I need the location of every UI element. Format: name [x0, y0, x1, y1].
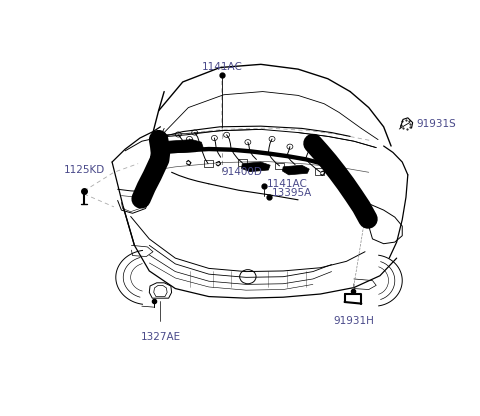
Text: 1141AC: 1141AC [266, 179, 307, 189]
Text: 91400D: 91400D [222, 167, 263, 177]
Polygon shape [158, 144, 170, 149]
Text: 91931H: 91931H [334, 317, 374, 327]
Text: 1327AE: 1327AE [140, 332, 180, 342]
Text: 91931S: 91931S [416, 119, 456, 129]
Text: 1125KD: 1125KD [64, 165, 105, 175]
Text: 13395A: 13395A [272, 188, 312, 198]
Polygon shape [163, 140, 203, 153]
Polygon shape [241, 162, 270, 172]
Text: 1141AC: 1141AC [202, 62, 242, 72]
Polygon shape [282, 165, 309, 175]
